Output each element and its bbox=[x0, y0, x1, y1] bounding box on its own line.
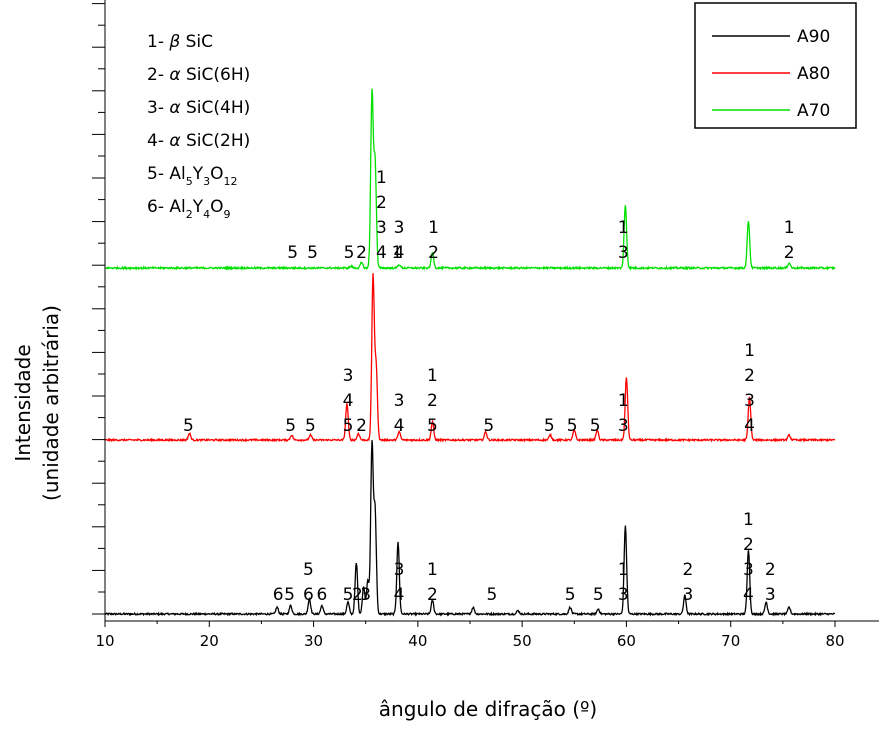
peak-label: 3 bbox=[394, 391, 405, 411]
peak-label: 2 bbox=[765, 560, 776, 580]
phase-list-item: 6- Al2Y4O9 bbox=[147, 197, 231, 221]
peak-label: 3 bbox=[376, 218, 387, 238]
peak-label: 5 bbox=[593, 585, 604, 605]
peak-label: 2 bbox=[356, 416, 367, 436]
peak-label: 3 bbox=[618, 243, 629, 263]
peak-label: 4 bbox=[743, 585, 754, 605]
peak-label: 3 bbox=[765, 585, 776, 605]
peak-label: 5 bbox=[544, 416, 555, 436]
peak-label: 2 bbox=[427, 585, 438, 605]
peak-label: 6 bbox=[273, 585, 284, 605]
peak-label: 2 bbox=[743, 535, 754, 555]
phase-list-item: 4- α SiC(2H) bbox=[147, 131, 250, 151]
peak-label: 3 bbox=[618, 585, 629, 605]
diffraction-traces bbox=[104, 88, 836, 617]
peak-label: 5 bbox=[287, 243, 298, 263]
peak-label: 3 bbox=[394, 218, 405, 238]
legend: A90 A80 A70 bbox=[694, 2, 857, 129]
phase-list-item: 1- β SiC bbox=[147, 32, 213, 52]
x-tick-label: 10 bbox=[95, 632, 114, 650]
peak-label: 2 bbox=[428, 243, 439, 263]
series-line-a90 bbox=[104, 440, 835, 617]
peak-label: 1 bbox=[744, 341, 755, 361]
peak-label: 1 bbox=[618, 391, 629, 411]
peak-label: 2 bbox=[376, 193, 387, 213]
phase-list-item: 5- Al5Y3O12 bbox=[147, 164, 238, 188]
peak-label: 5 bbox=[565, 585, 576, 605]
peak-label: 1 bbox=[743, 510, 754, 530]
peak-label: 3 bbox=[618, 416, 629, 436]
series-line-a70 bbox=[104, 88, 836, 271]
phase-list-item: 2- α SiC(6H) bbox=[147, 65, 250, 85]
peak-label: 3 bbox=[743, 560, 754, 580]
peak-label: 2 bbox=[427, 391, 438, 411]
peak-label: 5 bbox=[486, 585, 497, 605]
legend-label-a70: A70 bbox=[797, 101, 830, 121]
peak-label: 1 bbox=[428, 218, 439, 238]
peak-label: 2 bbox=[683, 560, 694, 580]
peak-label: 5 bbox=[183, 416, 194, 436]
peak-label: 5 bbox=[343, 585, 354, 605]
peak-label: 1 bbox=[392, 243, 403, 263]
peak-label: 4 bbox=[343, 391, 354, 411]
peak-label: 4 bbox=[744, 416, 755, 436]
legend-label-a80: A80 bbox=[797, 64, 830, 84]
peak-label: 1 bbox=[376, 168, 387, 188]
peak-label: 1 bbox=[784, 218, 795, 238]
phase-list: 1- β SiC 2- α SiC(6H) 3- α SiC(4H) 4- α SiC… bbox=[147, 32, 250, 221]
series-line-a80 bbox=[104, 273, 836, 443]
peak-label: 5 bbox=[483, 416, 494, 436]
peak-label: 5 bbox=[567, 416, 578, 436]
peak-label: 3 bbox=[360, 585, 371, 605]
peak-label: 5 bbox=[303, 560, 314, 580]
peak-label: 1 bbox=[618, 560, 629, 580]
x-tick-label: 50 bbox=[513, 632, 532, 650]
peak-label: 3 bbox=[343, 366, 354, 386]
legend-box bbox=[694, 2, 857, 129]
peak-label: 5 bbox=[344, 243, 355, 263]
peak-label: 2 bbox=[352, 585, 363, 605]
legend-label-a90: A90 bbox=[797, 27, 830, 47]
peak-label: 5 bbox=[427, 416, 438, 436]
peak-label: 3 bbox=[683, 585, 694, 605]
y-axis-title: Intensidade (unidade arbitrária) bbox=[11, 305, 63, 501]
peak-label: 3 bbox=[744, 391, 755, 411]
peak-label: 5 bbox=[285, 416, 296, 436]
peak-label: 4 bbox=[394, 585, 405, 605]
peak-label: 1 bbox=[618, 218, 629, 238]
x-axis-title: ângulo de difração (º) bbox=[379, 697, 597, 721]
x-tick-label: 20 bbox=[200, 632, 219, 650]
peak-label: 4 bbox=[376, 243, 387, 263]
peak-label: 4 bbox=[394, 243, 405, 263]
peak-label: 5 bbox=[284, 585, 295, 605]
peak-label: 6 bbox=[317, 585, 328, 605]
peak-label: 2 bbox=[356, 243, 367, 263]
peak-label: 6 bbox=[303, 585, 314, 605]
phase-list-item: 3- α SiC(4H) bbox=[147, 98, 250, 118]
x-tick-label: 40 bbox=[408, 632, 427, 650]
x-tick-label: 70 bbox=[721, 632, 740, 650]
peak-label: 4 bbox=[394, 416, 405, 436]
y-axis-title-line-1: Intensidade bbox=[11, 344, 35, 461]
x-axis-ticks: 10 20 30 40 50 60 70 80 bbox=[95, 621, 845, 650]
peak-label: 5 bbox=[343, 416, 354, 436]
peak-label: 2 bbox=[744, 366, 755, 386]
peak-label: 1 bbox=[427, 560, 438, 580]
x-tick-label: 80 bbox=[825, 632, 844, 650]
peak-label: 2 bbox=[784, 243, 795, 263]
peak-label: 5 bbox=[305, 416, 316, 436]
y-axis-title-line-2: (unidade arbitrária) bbox=[39, 305, 63, 501]
peak-label: 5 bbox=[307, 243, 318, 263]
y-axis-ticks bbox=[92, 3, 105, 615]
peak-label: 3 bbox=[394, 560, 405, 580]
peak-label: 5 bbox=[590, 416, 601, 436]
peak-label: 1 bbox=[427, 366, 438, 386]
x-tick-label: 60 bbox=[617, 632, 636, 650]
x-tick-label: 30 bbox=[304, 632, 323, 650]
